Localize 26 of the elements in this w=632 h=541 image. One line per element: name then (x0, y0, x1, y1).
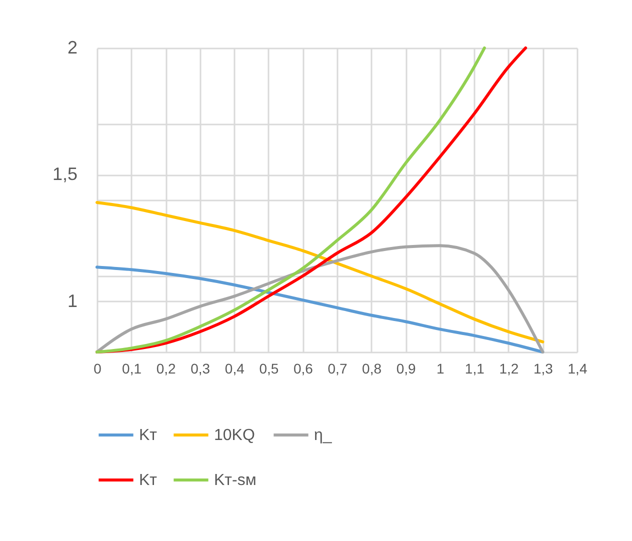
x-tick-label: 1,3 (533, 360, 554, 376)
x-tick-label: 0,5 (259, 360, 279, 376)
y-tick-label: 1,5 (52, 164, 78, 184)
x-tick-label: 0,6 (293, 360, 314, 376)
y-tick-label: 1 (67, 290, 78, 311)
legend-label: Kт (139, 472, 158, 489)
legend-label: 10KQ (214, 427, 255, 444)
legend-label: η_ (314, 427, 333, 444)
x-tick-label: 1 (436, 360, 444, 376)
x-tick-label: 0,1 (122, 360, 142, 376)
x-tick-label: 0,2 (156, 360, 176, 376)
x-tick-label: 0,4 (224, 360, 245, 376)
x-tick-label: 0,9 (396, 360, 416, 376)
x-tick-label: 1,2 (499, 360, 519, 376)
line-series (96, 266, 544, 354)
x-tick-label: 1,1 (464, 360, 485, 376)
x-tick-label: 0,7 (328, 360, 348, 376)
x-tick-label: 0,3 (190, 360, 210, 376)
legend-label: Kт-sм (214, 472, 256, 489)
legend-label: Kт (139, 427, 158, 444)
line-series (96, 201, 544, 344)
line-series (96, 244, 544, 354)
x-tick-label: 0 (94, 360, 102, 376)
x-tick-label: 1,4 (568, 360, 588, 376)
x-tick-label: 0,8 (362, 360, 382, 376)
y-tick-label: 2 (67, 38, 78, 58)
